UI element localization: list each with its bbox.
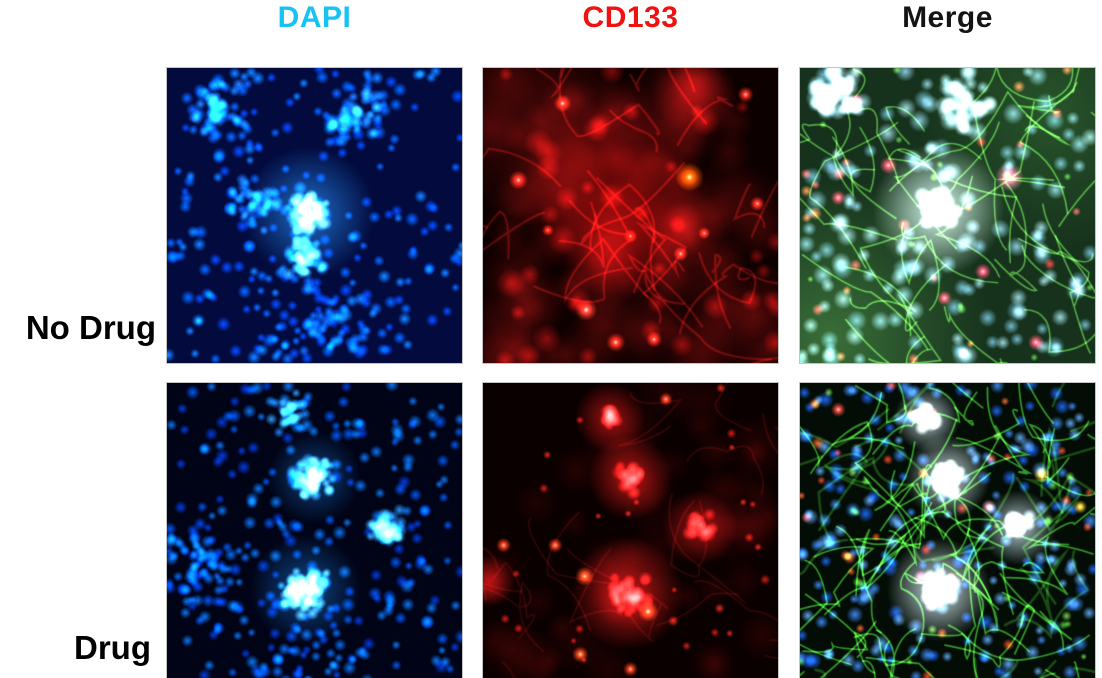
column-header-merge: Merge — [902, 1, 993, 34]
micrograph-cd133-drug — [482, 382, 779, 678]
column-header-cd133: CD133 — [582, 1, 679, 34]
row-label-drug: Drug — [74, 629, 151, 666]
micrograph-dapi-drug — [166, 382, 463, 678]
micrograph-merge-drug — [799, 382, 1096, 678]
row-label-no-drug: No Drug — [25, 309, 156, 346]
micrograph-cd133-no-drug — [482, 67, 779, 364]
column-header-dapi: DAPI — [277, 1, 352, 34]
micrograph-dapi-no-drug — [166, 67, 463, 364]
micrograph-merge-no-drug — [799, 67, 1096, 364]
